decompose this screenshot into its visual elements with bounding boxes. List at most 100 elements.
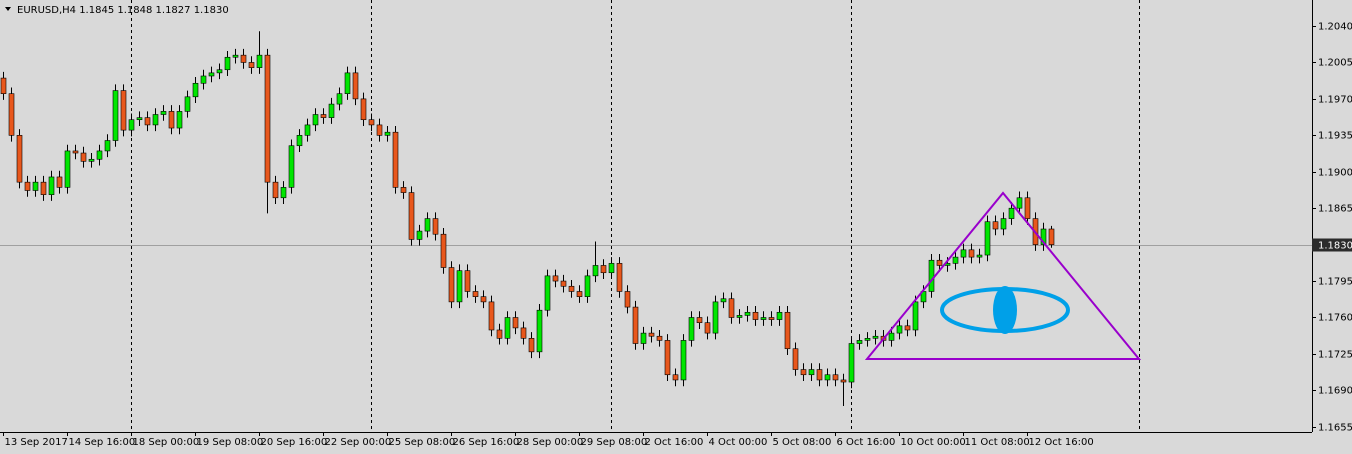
x-tick-label: 10 Oct 00:00	[901, 437, 966, 448]
candle-body	[176, 111, 183, 129]
candle-body	[336, 93, 343, 105]
candle-body	[736, 315, 743, 318]
candle-body	[184, 96, 191, 112]
x-tick-label: 5 Oct 08:00	[773, 437, 832, 448]
candle-body	[120, 90, 127, 131]
candle-body	[520, 327, 527, 339]
candle-body	[208, 72, 215, 77]
candle-body	[544, 275, 551, 311]
candle-body	[608, 263, 615, 274]
candle-body	[568, 285, 575, 292]
candle-body	[72, 150, 79, 154]
candle-body	[616, 263, 623, 292]
candle-body	[264, 54, 271, 183]
y-tick-label: 1.1865	[1318, 204, 1352, 215]
x-tick-label: 14 Sep 16:00	[69, 437, 136, 448]
candle-body	[752, 311, 759, 320]
current-price-box	[1312, 238, 1352, 252]
candle-body	[360, 98, 367, 121]
candle-body	[744, 311, 751, 316]
x-tick-label: 12 Oct 16:00	[1029, 437, 1094, 448]
candle-body	[816, 369, 823, 381]
candle-body	[344, 72, 351, 94]
candle-body	[984, 221, 991, 256]
candle-body	[640, 332, 647, 344]
candle-body	[400, 187, 407, 193]
candle-body	[296, 135, 303, 147]
y-tick-label: 1.1725	[1318, 350, 1352, 361]
candle-body	[560, 280, 567, 287]
candle-body	[704, 322, 711, 334]
candle-body	[96, 150, 103, 160]
candle-body	[8, 93, 15, 136]
candle-body	[152, 114, 159, 126]
menu-icon	[5, 7, 11, 11]
candle-body	[192, 82, 199, 98]
x-tick-label: 28 Sep 00:00	[517, 437, 584, 448]
candle-body	[392, 131, 399, 188]
y-tick-label: 1.1795	[1318, 277, 1352, 288]
candle-body	[24, 181, 31, 191]
candle-body	[160, 111, 167, 115]
x-tick-label: 19 Sep 08:00	[197, 437, 264, 448]
triangle	[864, 191, 1142, 360]
candle-body	[848, 343, 855, 383]
candle-body	[592, 265, 599, 277]
y-tick-label: 1.2005	[1318, 58, 1352, 69]
candle-body	[368, 119, 375, 126]
candle-body	[536, 309, 543, 353]
x-tick-label: 2 Oct 16:00	[645, 437, 704, 448]
candle-body	[224, 56, 231, 71]
candle-body	[576, 291, 583, 297]
candle-body	[32, 181, 39, 191]
candle-body	[928, 259, 935, 292]
candle-body	[512, 317, 519, 329]
candle-body	[352, 72, 359, 100]
candle-body	[408, 192, 415, 240]
y-tick-label: 1.1690	[1318, 386, 1352, 397]
candle-body	[200, 75, 207, 84]
candle-body	[648, 332, 655, 337]
candle-body	[40, 181, 47, 195]
candle-body	[936, 259, 943, 266]
x-tick-label: 11 Oct 08:00	[965, 437, 1030, 448]
candle-body	[136, 117, 143, 121]
candle-body	[760, 317, 767, 320]
current-price-tag: 1.1830	[1312, 238, 1352, 252]
candle-body	[416, 230, 423, 240]
candle-body	[960, 249, 967, 258]
x-tick-label: 6 Oct 16:00	[837, 437, 896, 448]
candle-body	[456, 270, 463, 303]
y-tick-label: 1.1935	[1318, 131, 1352, 142]
candle-body	[464, 270, 471, 292]
candle-body	[256, 54, 263, 68]
candle-body	[696, 317, 703, 323]
candle-body	[432, 218, 439, 235]
candle-body	[1008, 207, 1015, 219]
candle-body	[216, 69, 223, 74]
candle-body	[1016, 197, 1023, 209]
eye-pupil	[993, 286, 1017, 334]
x-tick-label: 25 Sep 08:00	[389, 437, 456, 448]
x-tick-label: 20 Sep 16:00	[261, 437, 328, 448]
candle-body	[240, 54, 247, 63]
candle-body	[328, 103, 335, 118]
candle-body	[664, 340, 671, 376]
candle-body	[1040, 228, 1047, 245]
candle-body	[168, 111, 175, 129]
candle-body	[792, 348, 799, 370]
candle-body	[440, 233, 447, 268]
candle-body	[992, 221, 999, 230]
candle-body	[48, 176, 55, 195]
candle-body	[888, 332, 895, 341]
candle-body	[496, 329, 503, 339]
x-tick-label: 22 Sep 00:00	[325, 437, 392, 448]
candle-body	[312, 114, 319, 126]
candle-body	[680, 340, 687, 381]
candle-body	[584, 275, 591, 297]
candle-body	[632, 306, 639, 344]
candle-body	[528, 338, 535, 353]
candle-body	[688, 317, 695, 341]
candle-body	[896, 325, 903, 334]
